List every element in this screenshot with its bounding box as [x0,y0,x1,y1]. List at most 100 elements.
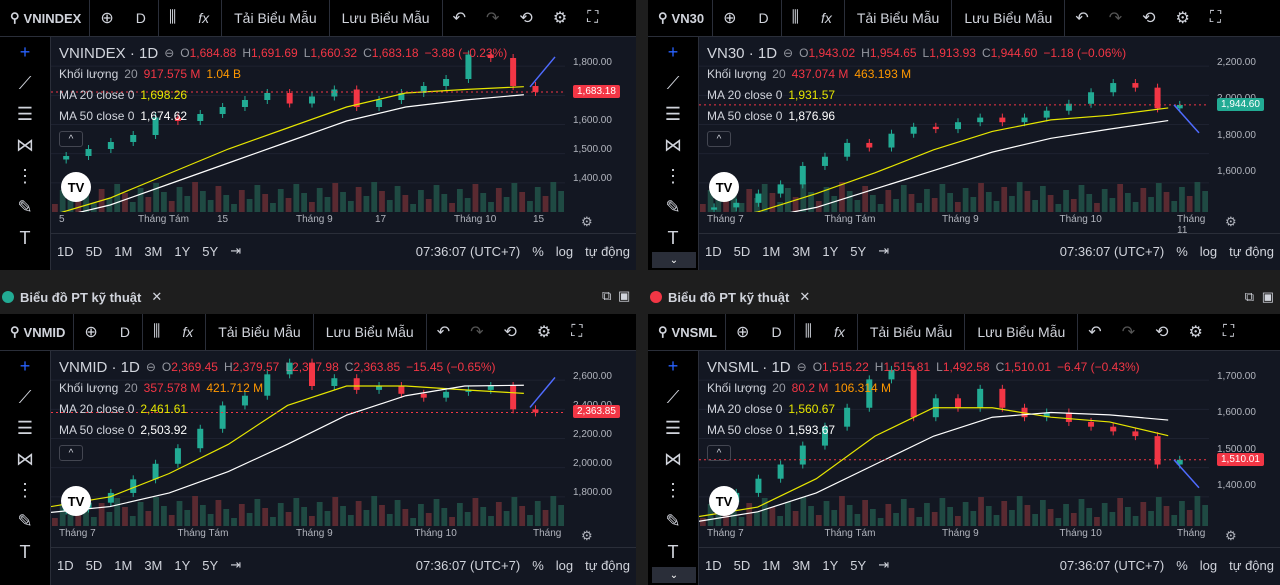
time-axis[interactable]: Tháng 7 Tháng Tám Tháng 9 Tháng 10 Tháng 11 [699,212,1209,236]
forecast-icon[interactable]: ⋮ [16,480,34,500]
auto-scale-toggle[interactable]: tự động [585,557,630,573]
chart-settings-icon[interactable]: ⚙ [581,528,593,543]
range-1y-button[interactable]: 1Y [174,557,191,573]
range-1y-button[interactable]: 1Y [822,557,839,573]
price-plot[interactable] [51,351,565,526]
range-1m-button[interactable]: 1M [762,243,781,259]
percent-toggle[interactable]: % [532,557,544,573]
auto-scale-toggle[interactable]: tự động [1229,557,1274,573]
goto-date-icon[interactable]: ⇥ [230,243,242,258]
indicators-button[interactable]: fx [822,314,858,350]
candles-icon[interactable]: ⫼ [168,9,177,26]
clock-time[interactable]: 07:36:07 (UTC+7) [1059,557,1165,573]
symbol-search[interactable]: ⚲ VN30 [648,0,714,36]
range-5y-button[interactable]: 5Y [202,243,219,259]
range-5y-button[interactable]: 5Y [850,557,867,573]
trendline-icon[interactable]: ⟋ [18,73,32,93]
indicators-button[interactable]: fx [809,0,845,36]
chart-area[interactable]: VNMID · 1D ⊖ O2,369.45 H2,379.57 L2,327.98 C2… [51,351,636,585]
settings-gear-icon[interactable]: ⚙ [552,10,568,27]
price-plot[interactable] [699,37,1209,212]
range-1m-button[interactable]: 1M [762,557,781,573]
range-5y-button[interactable]: 5Y [202,557,219,573]
hide-icon[interactable]: ⊖ [145,360,156,374]
chart-area[interactable]: VN30 · 1D ⊖ O1,943.02 H1,954.65 L1,913.93 C1,… [699,37,1280,270]
goto-date-icon[interactable]: ⇥ [878,557,890,572]
forecast-icon[interactable]: ⋮ [664,166,682,186]
log-toggle[interactable]: log [1199,557,1218,573]
replay-icon[interactable]: ⟲ [1155,324,1169,341]
scroll-down-icon[interactable]: ⌄ [652,567,696,583]
replay-icon[interactable]: ⟲ [503,324,517,341]
replay-icon[interactable]: ⟲ [519,10,533,27]
time-axis[interactable]: 5 Tháng Tám 15 Tháng 9 17 Tháng 10 15 [51,212,565,230]
symbol-search[interactable]: ⚲ VNSML [648,314,727,350]
brush-icon[interactable]: ✎ [17,197,33,217]
undo-icon[interactable]: ↶ [1075,10,1089,27]
price-axis[interactable]: 1,800.001,700.001,600.001,500.001,400.00… [565,37,625,212]
close-icon[interactable]: ✕ [151,289,163,304]
log-toggle[interactable]: log [555,557,574,573]
settings-gear-icon[interactable]: ⚙ [1175,10,1190,27]
percent-toggle[interactable]: % [1176,243,1188,259]
symbol-search[interactable]: ⚲ VNINDEX [0,0,91,36]
undo-icon[interactable]: ↶ [1088,324,1102,341]
range-3m-button[interactable]: 3M [792,243,811,259]
chart-settings-icon[interactable]: ⚙ [581,214,593,229]
undo-icon[interactable]: ↶ [452,10,466,27]
clock-time[interactable]: 07:36:07 (UTC+7) [415,243,521,259]
interval-button[interactable]: D [759,314,795,350]
time-axis[interactable]: Tháng 7 Tháng Tám Tháng 9 Tháng 10 Tháng [51,526,565,544]
time-axis[interactable]: Tháng 7 Tháng Tám Tháng 9 Tháng 10 Tháng [699,526,1209,544]
clock-time[interactable]: 07:36:07 (UTC+7) [1059,243,1165,259]
chart-area[interactable]: VNSML · 1D ⊖ O1,515.22 H1,515.81 L1,492.58 C1… [699,351,1280,585]
add-symbol-icon[interactable]: ⊕ [723,10,737,27]
pattern-icon[interactable]: ⋈ [664,449,682,469]
add-symbol-icon[interactable]: ⊕ [84,324,98,341]
load-template-button[interactable]: Tải Biểu Mẫu [858,314,966,350]
pattern-icon[interactable]: ⋈ [664,135,682,155]
range-3m-button[interactable]: 3M [792,557,811,573]
text-tool-icon[interactable]: T [667,228,679,248]
text-tool-icon[interactable]: T [667,542,679,562]
popout-icon[interactable]: ⧉ [1244,289,1254,304]
collapse-legend-button[interactable]: ^ [59,131,83,147]
range-1d-button[interactable]: 1D [705,243,722,259]
collapse-legend-button[interactable]: ^ [707,131,731,147]
load-template-button[interactable]: Tải Biểu Mẫu [206,314,314,350]
log-toggle[interactable]: log [1199,243,1218,259]
chart-settings-icon[interactable]: ⚙ [1225,214,1237,229]
fib-icon[interactable]: ☰ [16,104,34,124]
tab-title[interactable]: Biểu đồ PT kỹ thuật [20,289,142,305]
fullscreen-icon[interactable]: ⛶ [571,323,583,340]
forecast-icon[interactable]: ⋮ [664,480,682,500]
redo-icon[interactable]: ↷ [486,10,500,27]
crosshair-icon[interactable]: + [667,42,679,62]
log-toggle[interactable]: log [555,243,574,259]
interval-button[interactable]: D [108,314,143,350]
trendline-icon[interactable]: ⟋ [18,387,32,407]
range-1m-button[interactable]: 1M [114,557,133,573]
range-3m-button[interactable]: 3M [144,243,163,259]
save-template-button[interactable]: Lưu Biểu Mẫu [965,314,1079,350]
add-symbol-icon[interactable]: ⊕ [100,10,114,27]
indicators-button[interactable]: fx [186,0,223,36]
range-1m-button[interactable]: 1M [114,243,133,259]
auto-scale-toggle[interactable]: tự động [1229,243,1274,259]
range-1d-button[interactable]: 1D [57,557,74,573]
load-template-button[interactable]: Tải Biểu Mẫu [222,0,330,36]
fullscreen-icon[interactable]: ⛶ [1209,9,1222,26]
replay-icon[interactable]: ⟲ [1142,10,1156,27]
redo-icon[interactable]: ↷ [1108,10,1123,27]
maximize-icon[interactable]: ▣ [618,288,631,303]
clock-time[interactable]: 07:36:07 (UTC+7) [415,557,521,573]
price-axis[interactable]: 1,700.00 1,600.00 1,500.00 1,400.00 1,510.01 [1209,351,1269,526]
range-1d-button[interactable]: 1D [57,243,74,259]
range-5d-button[interactable]: 5D [733,557,751,573]
crosshair-icon[interactable]: + [667,356,679,376]
collapse-legend-button[interactable]: ^ [59,445,83,461]
brush-icon[interactable]: ✎ [665,511,681,531]
candles-icon[interactable]: ⫼ [791,9,799,26]
close-icon[interactable]: ✕ [799,289,811,304]
indicators-button[interactable]: fx [170,314,207,350]
